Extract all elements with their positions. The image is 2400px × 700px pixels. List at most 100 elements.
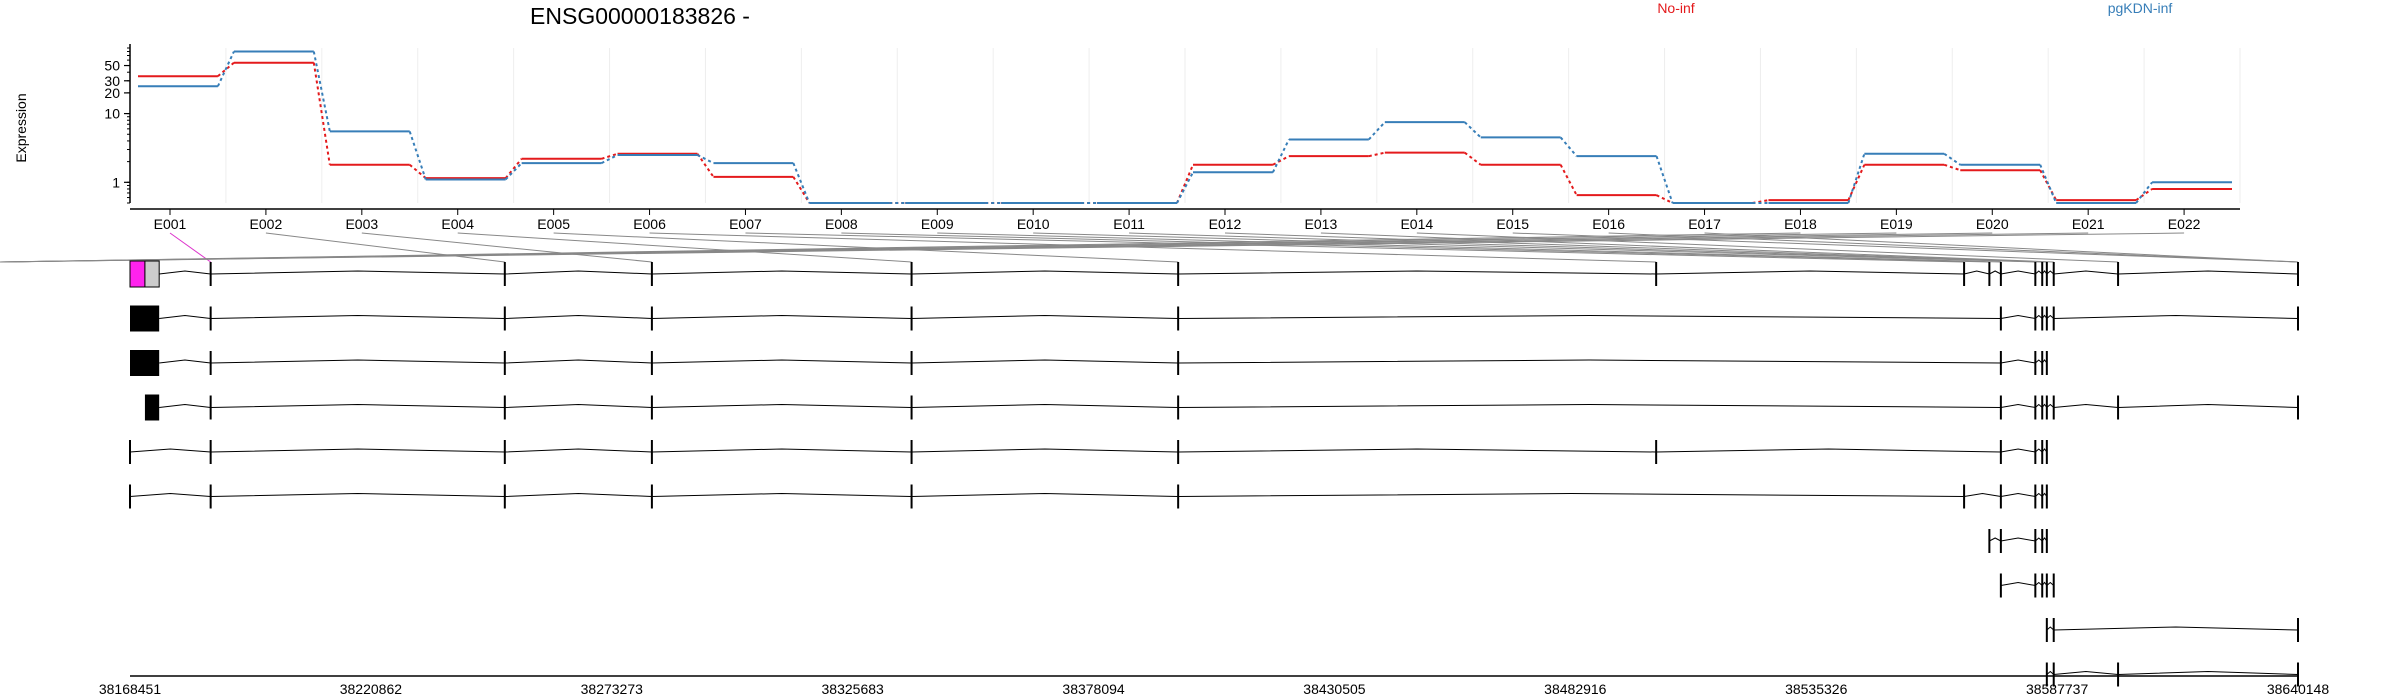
genome-tick-label: 38482916 [1544, 681, 1607, 697]
intron-line [159, 314, 211, 319]
intron-line [2053, 670, 2119, 675]
x-tick-label: E003 [345, 216, 378, 232]
series-connector [217, 51, 235, 87]
y-tick-label: 20 [104, 85, 120, 101]
x-tick-label: E014 [1400, 216, 1433, 232]
series-connector [312, 51, 331, 132]
series-connector [696, 153, 715, 178]
genome-tick-label: 38430505 [1303, 681, 1366, 697]
intron-line [2046, 403, 2055, 408]
exon-link-line [1129, 232, 2043, 263]
genome-tick-label: 38325683 [822, 681, 885, 697]
exon-link-line [1416, 232, 2119, 263]
x-tick-label: E004 [441, 216, 474, 232]
genome-tick-label: 38640148 [2267, 681, 2330, 697]
intron-line [2035, 314, 2043, 319]
exon-block [144, 260, 160, 288]
intron-line [2000, 492, 2036, 497]
intron-line [911, 448, 1179, 453]
x-tick-label: E020 [1976, 216, 2009, 232]
intron-line [504, 448, 652, 453]
intron-line [651, 448, 912, 453]
series-connector [696, 154, 714, 165]
transcript-track [1988, 529, 2048, 553]
exon-link-line [745, 232, 1965, 263]
intron-line [1178, 492, 1965, 497]
intron-line [2000, 537, 2036, 542]
intron-line [2035, 359, 2043, 364]
exon-link-line [169, 232, 211, 263]
x-tick-label: E015 [1496, 216, 1529, 232]
intron-line [2118, 403, 2299, 408]
intron-line [651, 359, 912, 364]
exon-link-line [265, 232, 505, 263]
intron-line [210, 314, 505, 319]
exon-link-line [361, 232, 652, 263]
series-connector [408, 131, 427, 180]
intron-line [651, 270, 912, 275]
vertical-grid [129, 48, 2241, 203]
series-connector [1847, 153, 1866, 204]
exon-link-line [1320, 232, 2054, 263]
series-connector [601, 152, 618, 160]
y-tick-label: 10 [104, 106, 120, 122]
intron-line [911, 403, 1179, 408]
exon-link-lines [0, 232, 2299, 263]
exon-link-line [553, 232, 1179, 263]
x-tick-label: E012 [1209, 216, 1242, 232]
series-pgkdn-inf [138, 50, 2232, 204]
intron-line [504, 492, 652, 497]
intron-line [1178, 270, 1657, 275]
series-connector [1656, 194, 1673, 204]
x-tick-label: E001 [154, 216, 187, 232]
transcript-track [129, 440, 2048, 464]
intron-line [911, 270, 1179, 275]
intron-line [504, 270, 652, 275]
exon-block [129, 260, 146, 288]
y-tick-label: 30 [104, 73, 120, 89]
intron-line [2035, 403, 2043, 408]
x-tick-label: E007 [729, 216, 762, 232]
transcript-track [2045, 618, 2299, 642]
series-connector [1368, 121, 1386, 141]
intron-line [504, 359, 652, 364]
exon-block [144, 394, 160, 421]
intron-line [2000, 403, 2036, 408]
y-axis-label: Expression [13, 93, 29, 162]
legend-label-pgkdn-inf: pgKDN-inf [2108, 0, 2173, 16]
x-tick-label: E021 [2072, 216, 2105, 232]
transcript-track [129, 484, 2048, 509]
y-tick-label: 1 [112, 174, 120, 190]
intron-line [2046, 670, 2055, 675]
intron-line [210, 359, 505, 364]
intron-line [2035, 270, 2043, 275]
x-tick-label: E013 [1305, 216, 1338, 232]
intron-line [2035, 492, 2043, 497]
intron-line [2053, 403, 2119, 408]
intron-line [2046, 270, 2055, 275]
intron-line [159, 403, 211, 408]
intron-line [2000, 359, 2036, 364]
series-connector [312, 62, 331, 165]
exon-link-line [937, 232, 2001, 263]
intron-line [210, 270, 505, 275]
genome-tick-label: 38535326 [1785, 681, 1848, 697]
genome-tick-label: 38587737 [2026, 681, 2089, 697]
intron-line [2118, 670, 2299, 675]
exon-link-line [649, 232, 1657, 263]
intron-line [2035, 581, 2043, 586]
intron-line [2000, 581, 2036, 586]
intron-line [1178, 448, 1657, 453]
series-connector [1559, 136, 1578, 157]
exon-link-line [1033, 232, 2036, 263]
exon-block [130, 305, 160, 332]
intron-line [1178, 314, 2001, 319]
x-tick-label: E002 [250, 216, 283, 232]
genome-tick-label: 38168451 [99, 681, 162, 697]
x-tick-label: E017 [1688, 216, 1721, 232]
intron-line [504, 314, 652, 319]
intron-line [2035, 448, 2043, 453]
x-tick-label: E018 [1784, 216, 1817, 232]
intron-line [1656, 448, 2001, 453]
